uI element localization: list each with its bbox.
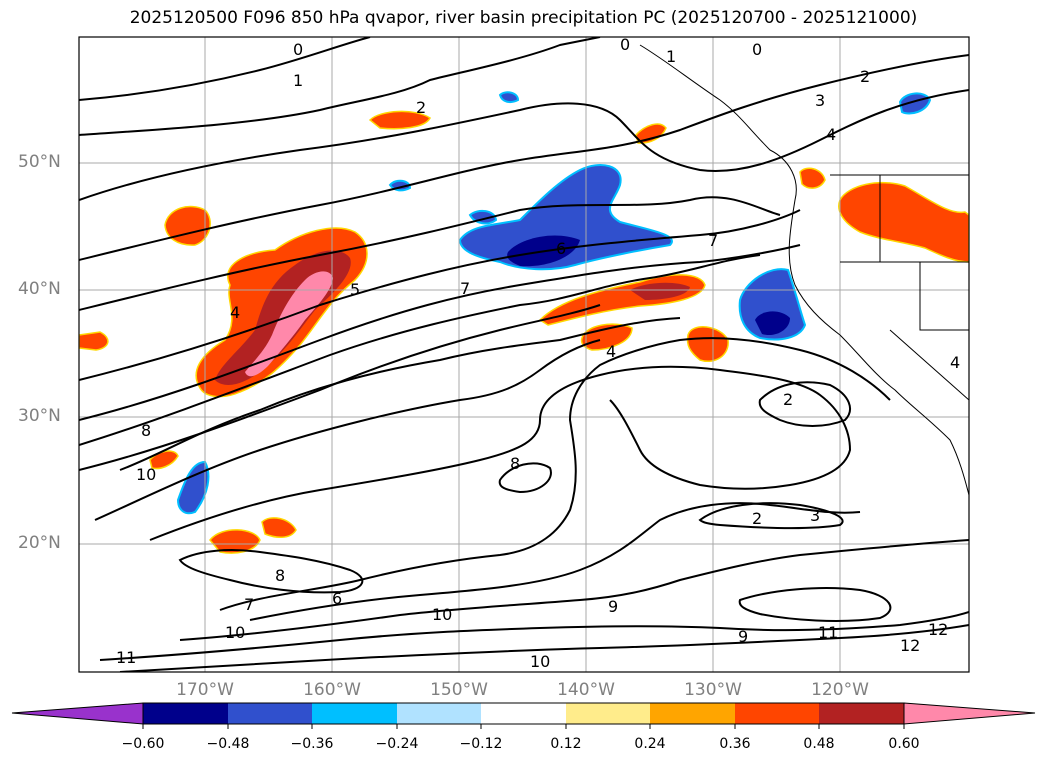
contour-label: 8: [510, 454, 520, 473]
contour-label: 2: [860, 67, 870, 86]
contour-label: 6: [332, 589, 342, 608]
contour-label: 8: [275, 566, 285, 585]
colorbar-tick-label: −0.12: [459, 736, 503, 752]
lon-label-170w: 170°W: [176, 680, 234, 700]
contour-label: 7: [244, 595, 254, 614]
precip-positive-region: [635, 123, 667, 144]
contour-label: 4: [950, 353, 960, 372]
lon-label-140w: 140°W: [557, 680, 615, 700]
plot-title: 2025120500 F096 850 hPa qvapor, river ba…: [129, 8, 918, 28]
contour-label: 2: [752, 509, 762, 528]
precip-positive-region: [261, 517, 297, 538]
contour-label: 7: [708, 231, 718, 250]
precip-strong-region: [630, 282, 690, 300]
contour-label: 11: [116, 648, 136, 667]
map-content: 0 0 1 0 1 2 2 3 4 5 6 7 7 4 4 2 2 3 8 8 …: [79, 35, 969, 672]
contour-label: 9: [738, 627, 748, 646]
contour-label: 10: [530, 652, 550, 671]
precip-positive-region: [79, 331, 109, 351]
contour-label: 12: [928, 620, 948, 639]
contour-label: 5: [350, 280, 360, 299]
gridlines: [79, 37, 969, 672]
contour-label: 8: [141, 421, 151, 440]
colorbar-tick-label: −0.36: [290, 736, 334, 752]
contour-label: 11: [818, 623, 838, 642]
precip-positive-region: [164, 205, 211, 246]
colorbar-tick-label: 0.12: [550, 736, 582, 752]
colorbar-tick-label: −0.24: [375, 736, 419, 752]
contour-label: 1: [293, 71, 303, 90]
contour-label: 4: [230, 303, 240, 322]
contour-label: 6: [556, 239, 566, 258]
colorbar-tick-label: −0.60: [121, 736, 165, 752]
precip-negative-region: [176, 460, 210, 515]
lon-label-130w: 130°W: [684, 680, 742, 700]
contour-label: 3: [810, 506, 820, 525]
precip-strong-negative-region: [755, 311, 790, 336]
contour-label: 0: [293, 40, 303, 59]
colorbar-tick-label: −0.48: [206, 736, 250, 752]
contour-label: 12: [900, 636, 920, 655]
contour-label: 4: [606, 342, 616, 361]
lat-label-50n: 50°N: [18, 152, 61, 172]
contour-labels: 0 0 1 0 1 2 2 3 4 5 6 7 7 4 4 2 2 3 8 8 …: [116, 35, 960, 671]
lat-label-30n: 30°N: [18, 406, 61, 426]
lat-label-20n: 20°N: [18, 533, 61, 553]
precip-negative-region: [498, 91, 520, 104]
lon-label-150w: 150°W: [430, 680, 488, 700]
contour-label: 2: [416, 98, 426, 117]
contour-label: 9: [608, 597, 618, 616]
coastline: [639, 44, 969, 496]
colorbar-tick-label: 0.48: [803, 736, 835, 752]
contour-label: 10: [225, 623, 245, 642]
precip-positive-region: [368, 110, 431, 130]
contour-label: 1: [666, 47, 676, 66]
precip-max-region: [245, 271, 333, 377]
state-border: [830, 174, 969, 401]
lon-label-120w: 120°W: [811, 680, 869, 700]
colorbar-tick-label: 0.36: [719, 736, 751, 752]
precip-positive-region: [686, 326, 729, 362]
lon-label-160w: 160°W: [303, 680, 361, 700]
colorbar-tick-label: 0.60: [888, 736, 920, 752]
qvapor-contours: [79, 37, 969, 672]
precip-positive-region: [838, 181, 969, 263]
contour-label: 10: [432, 605, 452, 624]
contour-label: 4: [826, 125, 836, 144]
map-frame: [78, 36, 970, 673]
contour-label: 10: [136, 465, 156, 484]
contour-label: 0: [620, 35, 630, 54]
lat-label-40n: 40°N: [18, 279, 61, 299]
contour-label: 2: [783, 390, 793, 409]
contour-label: 0: [752, 40, 762, 59]
precip-positive-region: [799, 167, 826, 189]
contour-label: 7: [460, 279, 470, 298]
colorbar-tick-label: 0.24: [634, 736, 666, 752]
contour-label: 3: [815, 91, 825, 110]
precip-positive-region: [209, 529, 261, 554]
